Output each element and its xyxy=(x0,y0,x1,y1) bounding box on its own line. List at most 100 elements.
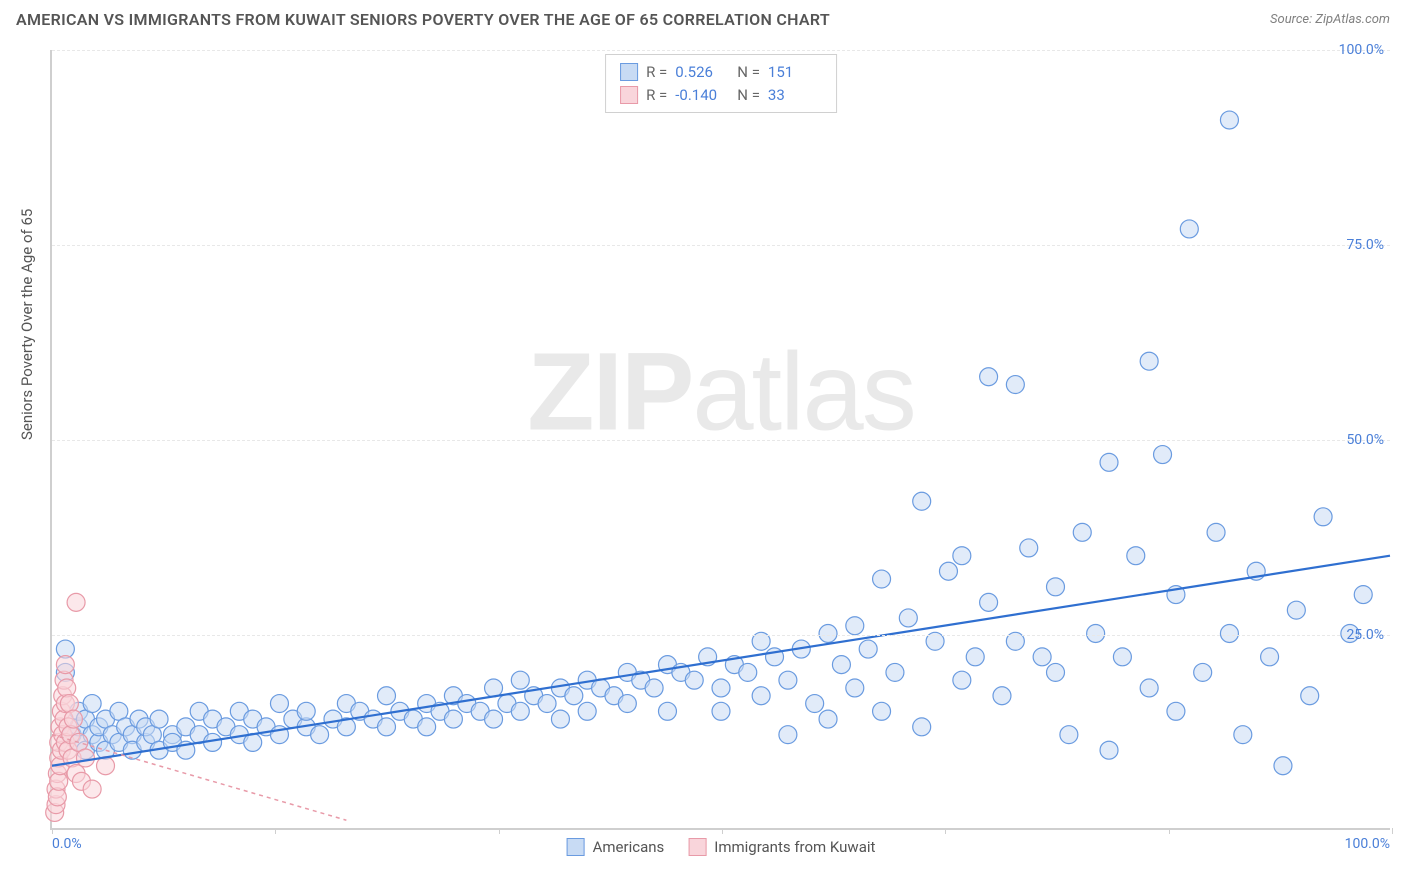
y-axis-title: Seniors Poverty Over the Age of 65 xyxy=(18,209,36,440)
data-point xyxy=(913,718,931,736)
data-point xyxy=(1006,376,1024,394)
x-tick xyxy=(52,828,53,834)
legend-swatch xyxy=(688,838,706,856)
trend-line xyxy=(52,556,1390,766)
data-point xyxy=(1073,523,1091,541)
x-tick xyxy=(499,828,500,834)
n-value: 151 xyxy=(768,61,822,84)
x-tick xyxy=(945,828,946,834)
data-point xyxy=(58,679,76,697)
legend-swatch xyxy=(620,63,638,81)
data-point xyxy=(779,726,797,744)
data-point xyxy=(980,368,998,386)
data-point xyxy=(1060,726,1078,744)
n-value: 33 xyxy=(768,84,822,107)
data-point xyxy=(485,679,503,697)
data-point xyxy=(1140,352,1158,370)
gridline xyxy=(52,635,1390,636)
r-value: 0.526 xyxy=(675,61,729,84)
y-tick-label: 25.0% xyxy=(1346,627,1384,643)
x-tick xyxy=(1169,828,1170,834)
data-point xyxy=(1314,508,1332,526)
data-point xyxy=(819,625,837,643)
data-point xyxy=(1100,741,1118,759)
data-point xyxy=(1220,625,1238,643)
data-point xyxy=(1087,625,1105,643)
gridline xyxy=(52,440,1390,441)
chart-plot-area: ZIPatlas R =0.526N =151R =-0.140N =33 0.… xyxy=(50,50,1390,830)
data-point xyxy=(1220,111,1238,129)
x-axis-max-label: 100.0% xyxy=(1345,836,1390,852)
data-point xyxy=(1234,726,1252,744)
data-point xyxy=(1261,648,1279,666)
data-point xyxy=(1301,687,1319,705)
data-point xyxy=(913,492,931,510)
data-point xyxy=(859,640,877,658)
data-point xyxy=(378,687,396,705)
n-label: N = xyxy=(737,84,760,107)
y-tick-label: 50.0% xyxy=(1346,432,1384,448)
data-point xyxy=(565,687,583,705)
data-point xyxy=(1167,702,1185,720)
data-point xyxy=(953,671,971,689)
data-point xyxy=(1033,648,1051,666)
data-point xyxy=(658,702,676,720)
data-point xyxy=(551,710,569,728)
x-tick xyxy=(722,828,723,834)
data-point xyxy=(311,726,329,744)
data-point xyxy=(76,749,94,767)
data-point xyxy=(806,695,824,713)
data-point xyxy=(645,679,663,697)
data-point xyxy=(1207,523,1225,541)
data-point xyxy=(1047,663,1065,681)
data-point xyxy=(980,593,998,611)
data-point xyxy=(1194,663,1212,681)
x-tick xyxy=(275,828,276,834)
data-point xyxy=(1154,446,1172,464)
y-tick-label: 100.0% xyxy=(1339,42,1384,58)
data-point xyxy=(873,702,891,720)
data-point xyxy=(1140,679,1158,697)
data-point xyxy=(297,702,315,720)
data-point xyxy=(1354,586,1372,604)
legend-item: Americans xyxy=(567,838,665,856)
data-point xyxy=(150,710,168,728)
scatter-svg xyxy=(52,50,1390,828)
data-point xyxy=(846,679,864,697)
data-point xyxy=(1274,757,1292,775)
data-point xyxy=(270,695,288,713)
stats-row: R =0.526N =151 xyxy=(620,61,822,84)
data-point xyxy=(712,702,730,720)
data-point xyxy=(886,663,904,681)
data-point xyxy=(485,710,503,728)
data-point xyxy=(685,671,703,689)
data-point xyxy=(779,671,797,689)
data-point xyxy=(64,710,82,728)
data-point xyxy=(83,695,101,713)
data-point xyxy=(418,718,436,736)
stats-row: R =-0.140N =33 xyxy=(620,84,822,107)
data-point xyxy=(538,695,556,713)
data-point xyxy=(578,702,596,720)
r-label: R = xyxy=(646,84,667,107)
data-point xyxy=(966,648,984,666)
data-point xyxy=(873,570,891,588)
r-label: R = xyxy=(646,61,667,84)
data-point xyxy=(67,593,85,611)
legend-label: Immigrants from Kuwait xyxy=(714,838,875,856)
title-bar: AMERICAN VS IMMIGRANTS FROM KUWAIT SENIO… xyxy=(0,0,1406,35)
legend-swatch xyxy=(620,86,638,104)
data-point xyxy=(444,710,462,728)
data-point xyxy=(1047,578,1065,596)
data-point xyxy=(97,757,115,775)
data-point xyxy=(1100,453,1118,471)
data-point xyxy=(953,547,971,565)
data-point xyxy=(511,671,529,689)
series-legend: Americans Immigrants from Kuwait xyxy=(567,838,876,856)
data-point xyxy=(1287,601,1305,619)
legend-label: Americans xyxy=(593,838,665,856)
legend-swatch xyxy=(567,838,585,856)
data-point xyxy=(752,687,770,705)
chart-title: AMERICAN VS IMMIGRANTS FROM KUWAIT SENIO… xyxy=(16,10,830,29)
data-point xyxy=(1127,547,1145,565)
